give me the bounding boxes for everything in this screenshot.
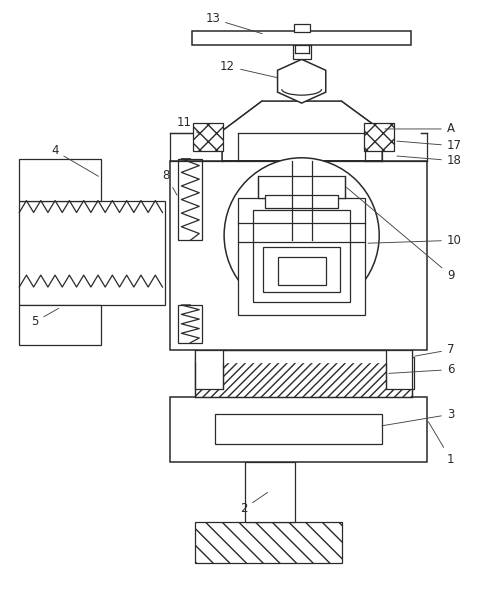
Bar <box>293 45 311 60</box>
Text: 13: 13 <box>205 12 262 34</box>
Bar <box>171 160 427 350</box>
Text: 6: 6 <box>389 363 454 376</box>
Text: 11: 11 <box>176 116 200 135</box>
Bar <box>195 522 343 563</box>
Bar <box>386 356 414 389</box>
Text: 1: 1 <box>428 422 454 466</box>
Bar <box>278 257 326 285</box>
Text: 12: 12 <box>220 60 277 78</box>
Bar <box>193 123 223 151</box>
Circle shape <box>224 158 379 313</box>
Text: 18: 18 <box>397 154 462 168</box>
Text: 9: 9 <box>347 188 454 281</box>
Bar <box>19 201 165 305</box>
Bar <box>19 159 101 201</box>
Text: 3: 3 <box>382 408 454 426</box>
Text: 2: 2 <box>240 493 268 515</box>
Polygon shape <box>278 60 326 103</box>
Text: 10: 10 <box>368 234 462 247</box>
Bar <box>294 24 310 31</box>
Bar <box>192 31 411 45</box>
Bar <box>178 305 202 343</box>
Text: 7: 7 <box>415 343 454 356</box>
Bar <box>195 350 412 362</box>
Text: 17: 17 <box>397 139 462 152</box>
Bar <box>245 462 295 522</box>
Bar <box>258 176 346 198</box>
Bar <box>171 398 427 462</box>
Text: 5: 5 <box>31 309 59 329</box>
Bar <box>195 350 412 398</box>
Bar <box>263 247 340 292</box>
Polygon shape <box>222 101 382 160</box>
Text: 4: 4 <box>51 145 99 176</box>
Bar <box>178 159 202 240</box>
Bar <box>215 414 382 444</box>
Text: 8: 8 <box>162 169 177 195</box>
Bar <box>253 211 350 302</box>
Bar <box>265 195 338 208</box>
Bar <box>195 356 223 389</box>
Bar <box>19 305 101 345</box>
Text: A: A <box>385 123 455 136</box>
Bar <box>364 123 394 151</box>
Bar <box>238 198 365 315</box>
